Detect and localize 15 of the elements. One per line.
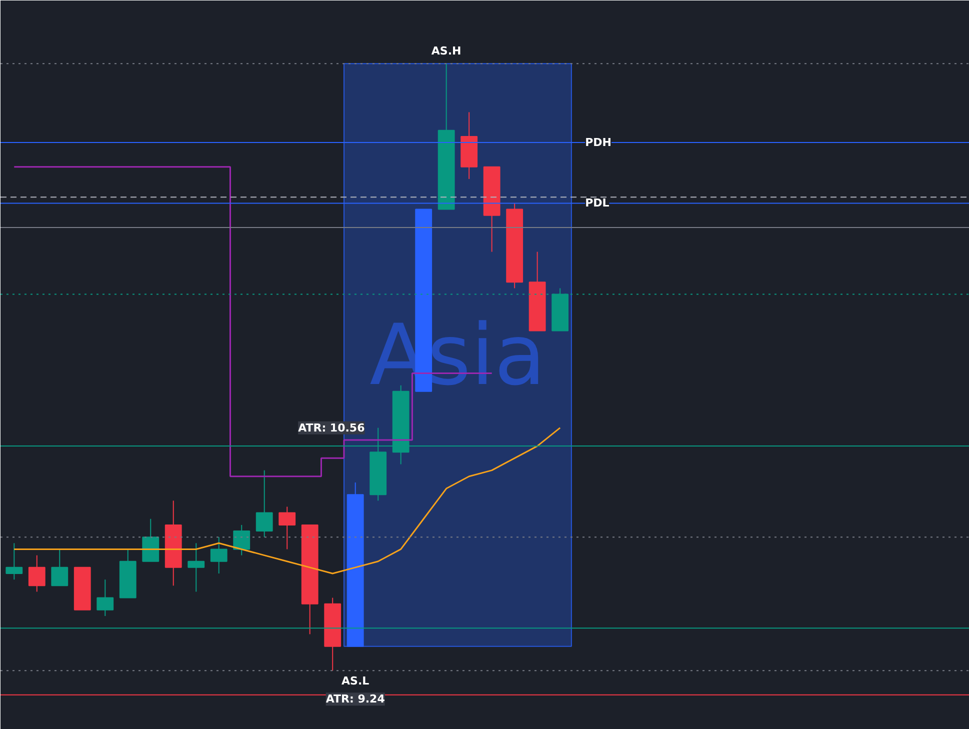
candlestick [256,470,273,538]
candlestick [233,524,250,556]
text: ATR: 9.24 [326,692,386,706]
annotation: AS.L [342,674,370,688]
candlestick [28,554,46,592]
candlestick [6,542,23,580]
candlestick [278,506,296,550]
annotation: AS.H [431,44,462,58]
candlestick [51,548,68,586]
ref-line-label: PDH [585,136,612,150]
candlestick [96,579,114,616]
candlestick [210,536,228,574]
ref-line-label: PDL [585,196,610,210]
annotation: ATR: 10.56 [298,421,366,434]
candlestick [188,542,205,592]
